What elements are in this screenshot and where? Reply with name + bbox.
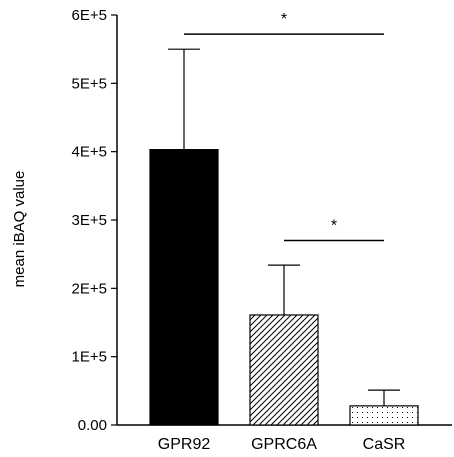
bar-gprc6a: [249, 314, 319, 426]
y-tick-label: 5E+5: [72, 75, 107, 92]
bar-gpr92: [149, 149, 219, 426]
x-tick-label: CaSR: [363, 436, 406, 453]
x-tick-label: GPRC6A: [251, 436, 317, 453]
bar-casr: [349, 405, 419, 426]
axes: 0.00 1E+5 2E+5 3E+5 4E+5 5E+5 6E+5 GPR92 GPRC6A C…: [72, 7, 452, 453]
y-axis-title: mean iBAQ value: [11, 171, 28, 288]
significance-star: *: [281, 11, 287, 28]
y-tick-label: 2E+5: [72, 280, 107, 297]
significance-star: *: [331, 218, 337, 235]
significance-brackets: **: [184, 11, 384, 242]
y-tick-label: 1E+5: [72, 349, 107, 366]
y-tick-label: 6E+5: [72, 7, 107, 24]
y-tick-label: 4E+5: [72, 144, 107, 161]
bars: [149, 149, 419, 426]
error-bars: [168, 48, 400, 406]
y-tick-label: 3E+5: [72, 212, 107, 229]
y-tick-label: 0.00: [78, 417, 107, 434]
x-tick-label: GPR92: [158, 436, 211, 453]
